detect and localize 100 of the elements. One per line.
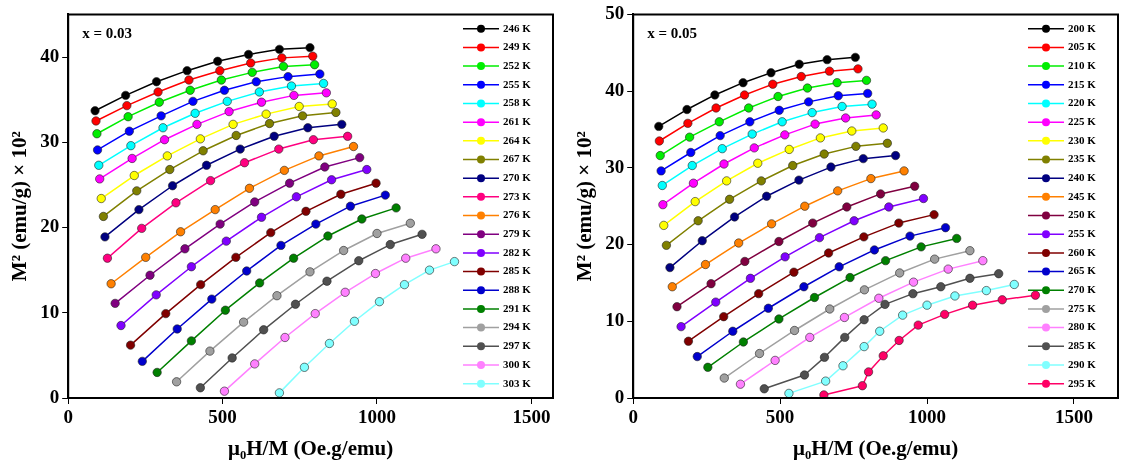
point <box>950 291 960 301</box>
legend-label: 282 K <box>503 245 532 258</box>
point <box>221 236 231 246</box>
legend-label: 215 K <box>1068 77 1097 90</box>
point <box>799 282 809 292</box>
point <box>102 253 112 263</box>
point <box>875 326 885 336</box>
point <box>659 220 669 230</box>
point <box>838 361 848 371</box>
legend-label: 261 K <box>503 114 532 127</box>
point <box>665 263 675 273</box>
point <box>882 138 892 148</box>
legend-label: 265 K <box>1068 264 1097 277</box>
point <box>867 99 877 109</box>
point <box>141 252 151 262</box>
point <box>1030 290 1040 300</box>
point <box>789 267 799 277</box>
point <box>215 219 225 229</box>
point <box>815 133 825 143</box>
point <box>881 256 891 266</box>
point <box>168 181 178 191</box>
point <box>784 144 794 154</box>
legend-label: 290 K <box>1068 357 1097 370</box>
x-axis-title: μ₀H/M (Oe.g/emu) <box>228 435 394 460</box>
point <box>880 299 890 309</box>
point <box>257 212 266 222</box>
point <box>276 240 286 250</box>
point <box>845 273 855 283</box>
point <box>864 367 874 377</box>
point <box>215 66 225 76</box>
legend-label: 295 K <box>1068 376 1097 389</box>
point <box>738 78 748 88</box>
legend-label: 210 K <box>1068 58 1097 71</box>
point <box>289 90 299 100</box>
point <box>809 293 819 302</box>
point <box>322 276 332 286</box>
legend-label: 205 K <box>1068 40 1097 53</box>
point <box>688 178 698 188</box>
point <box>244 183 254 193</box>
legend-label: 258 K <box>503 96 532 109</box>
point <box>686 148 696 157</box>
point <box>401 253 411 263</box>
point <box>658 200 668 210</box>
point <box>121 90 131 100</box>
point <box>261 109 271 119</box>
y-tick-label: 40 <box>40 44 60 66</box>
point <box>788 161 798 171</box>
point <box>858 154 868 164</box>
point <box>327 175 337 185</box>
point <box>172 324 182 334</box>
point <box>895 268 905 278</box>
point <box>93 145 103 155</box>
legend-label: 255 K <box>1068 227 1097 240</box>
x-axis-title: μ₀H/M (Oe.g/emu) <box>793 435 959 460</box>
point <box>941 223 951 233</box>
point <box>654 136 664 146</box>
point <box>859 315 869 325</box>
point <box>294 101 304 111</box>
point <box>859 342 869 352</box>
point <box>794 59 804 69</box>
legend-label: 255 K <box>503 77 532 90</box>
point <box>190 108 200 118</box>
point <box>936 282 946 292</box>
y-tick-label: 0 <box>614 385 625 407</box>
legend-label: 235 K <box>1068 152 1097 165</box>
y-tick-label: 40 <box>605 79 625 101</box>
point <box>768 79 778 89</box>
point <box>876 189 886 199</box>
point <box>804 97 814 107</box>
point <box>161 309 171 319</box>
point <box>279 165 289 175</box>
point <box>222 96 232 106</box>
legend-label: 220 K <box>1068 96 1097 109</box>
point <box>676 322 686 332</box>
point <box>198 146 208 156</box>
point <box>711 103 721 113</box>
point <box>315 69 325 79</box>
point <box>132 186 142 196</box>
point <box>305 43 315 53</box>
point <box>213 56 223 66</box>
point <box>185 85 195 95</box>
annotation: x = 0.03 <box>82 24 133 41</box>
point <box>866 174 876 184</box>
point <box>819 149 829 159</box>
y-tick-label: 10 <box>40 300 60 322</box>
point <box>202 160 212 170</box>
point <box>841 113 851 123</box>
point <box>286 81 296 91</box>
point <box>853 64 863 74</box>
point <box>738 337 748 347</box>
legend-label: 240 K <box>1068 171 1097 184</box>
point <box>195 383 205 393</box>
point <box>216 75 226 85</box>
point <box>137 356 147 366</box>
point <box>259 325 269 335</box>
y-tick-label: 20 <box>40 215 60 237</box>
point <box>227 353 237 363</box>
y-tick-label: 20 <box>605 232 625 254</box>
point <box>182 66 192 76</box>
legend-label: 288 K <box>503 283 532 296</box>
